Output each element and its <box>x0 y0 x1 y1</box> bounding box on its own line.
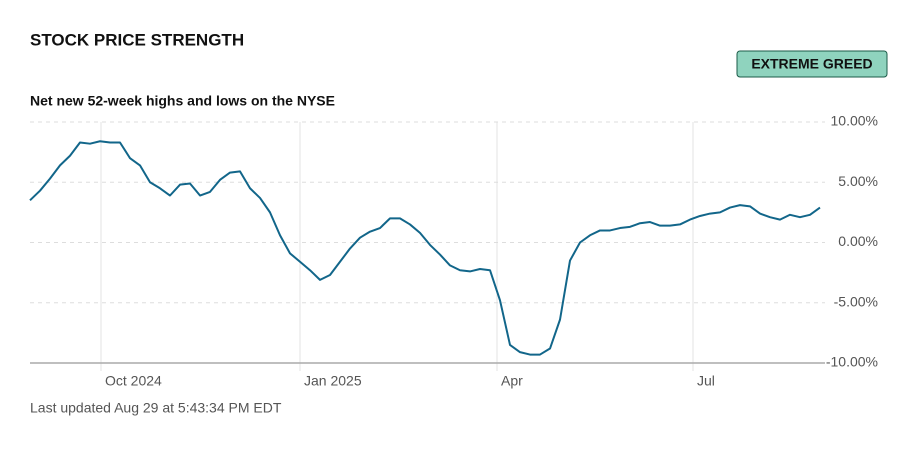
chart-title: STOCK PRICE STRENGTH <box>30 30 244 49</box>
y-tick-label: 0.00% <box>838 233 878 249</box>
badge: EXTREME GREED <box>751 56 872 72</box>
y-tick-label: 5.00% <box>838 173 878 189</box>
y-tick-label: -5.00% <box>834 293 878 309</box>
x-tick-label: Oct 2024 <box>105 373 162 389</box>
subtitle: Net new 52-week highs and lows on the NY… <box>30 93 335 109</box>
price-line <box>29 140 821 356</box>
x-tick-label: Apr <box>501 373 523 389</box>
footnote: Last updated Aug 29 at 5:43:34 PM EDT <box>30 400 282 416</box>
badge-box <box>736 50 888 78</box>
y-tick-label: -10.00% <box>826 354 878 370</box>
y-tick-label: 10.00% <box>831 113 878 129</box>
x-tick-label: Jul <box>697 373 715 389</box>
x-tick-label: Jan 2025 <box>304 373 362 389</box>
